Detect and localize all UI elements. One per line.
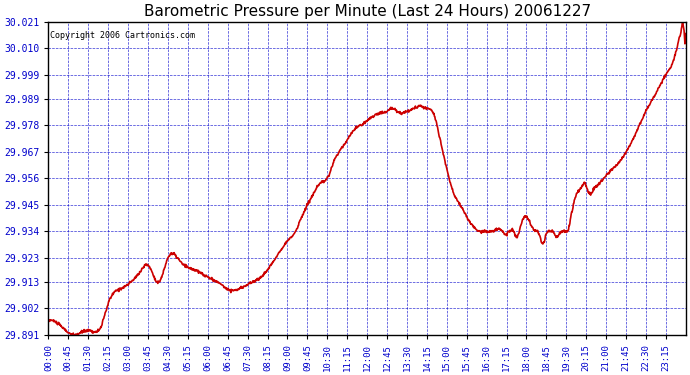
Text: Copyright 2006 Cartronics.com: Copyright 2006 Cartronics.com <box>50 31 195 40</box>
Title: Barometric Pressure per Minute (Last 24 Hours) 20061227: Barometric Pressure per Minute (Last 24 … <box>144 4 591 19</box>
